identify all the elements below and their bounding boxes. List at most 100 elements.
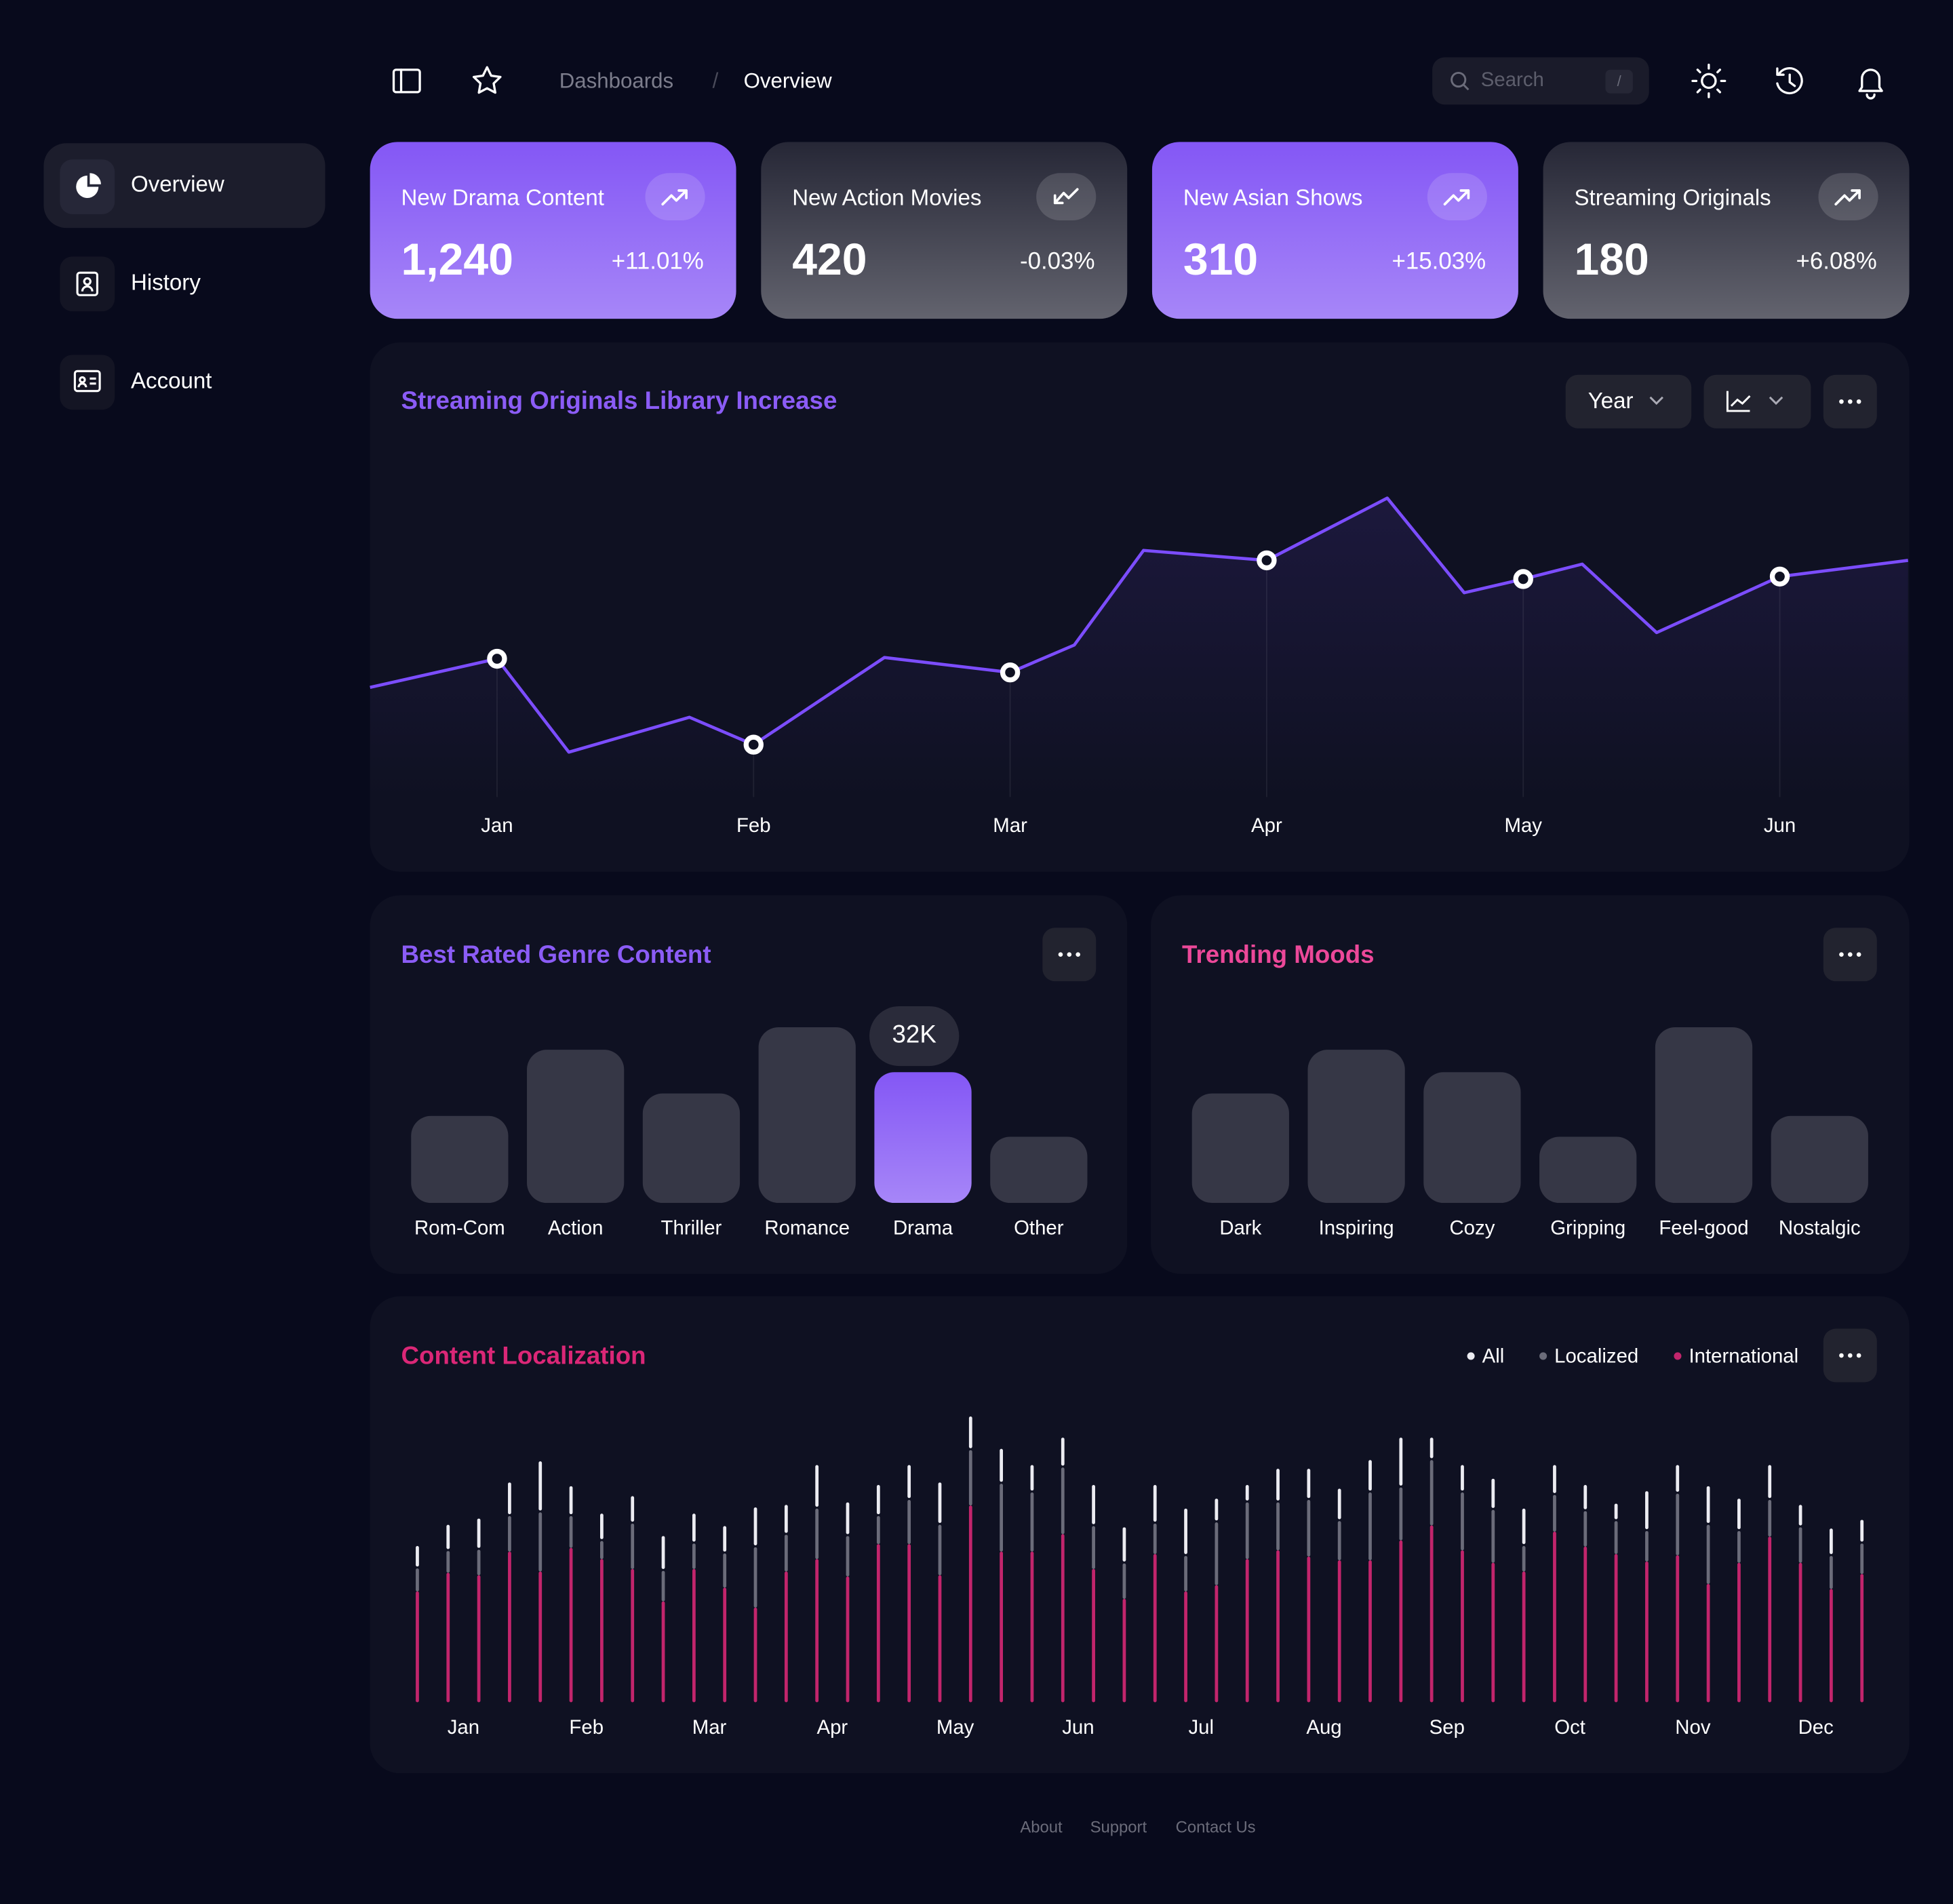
data-point <box>487 648 507 669</box>
bar-segment <box>1645 1561 1649 1703</box>
chart-type-dropdown[interactable] <box>1703 374 1811 429</box>
bar-segment <box>1245 1485 1249 1501</box>
bar-segment <box>876 1544 880 1703</box>
bar-segment <box>692 1513 696 1542</box>
bar-segment <box>538 1512 542 1572</box>
bar-segment <box>1399 1487 1403 1541</box>
trend-badge[interactable] <box>1818 173 1878 221</box>
bar <box>1655 1027 1753 1204</box>
sidebar-active-item[interactable] <box>43 143 326 229</box>
category-label: Gripping <box>1550 1216 1625 1239</box>
bar-segment <box>1122 1527 1126 1562</box>
bar-segment <box>1215 1585 1219 1703</box>
bar-segment <box>1491 1509 1495 1563</box>
bar-sheen <box>874 1072 972 1204</box>
bar-segment <box>1368 1560 1372 1703</box>
legend-swatch <box>1539 1352 1547 1360</box>
search-box[interactable]: Search / <box>1432 57 1649 105</box>
bar-segment <box>968 1416 972 1448</box>
bar-segment <box>1307 1556 1311 1703</box>
data-point <box>1769 566 1790 587</box>
bar-segment <box>938 1575 942 1703</box>
footer-link[interactable]: Contact Us <box>1176 1818 1256 1836</box>
bar-segment <box>600 1541 604 1560</box>
icon-box <box>60 355 115 410</box>
sidebar-item[interactable]: Account <box>131 369 212 394</box>
x-tick-label: Dec <box>1798 1716 1834 1739</box>
sidebar-item[interactable]: Overview <box>131 172 224 197</box>
stat-title: Streaming Originals <box>1575 186 1771 211</box>
trend-badge[interactable] <box>645 173 705 221</box>
notifications-button[interactable] <box>1858 68 1883 100</box>
bar-segment <box>477 1575 481 1703</box>
bar-segment <box>1399 1437 1403 1486</box>
trend-badge[interactable] <box>1427 173 1487 221</box>
x-tick-label: Nov <box>1675 1716 1711 1739</box>
bar-segment <box>1276 1550 1280 1703</box>
stat-card-sheen <box>1151 142 1518 319</box>
x-tick-label: Mar <box>993 814 1027 837</box>
bar-segment <box>661 1536 665 1569</box>
bar <box>990 1136 1088 1204</box>
bar-segment <box>600 1559 604 1703</box>
bar-segment <box>1061 1437 1065 1466</box>
stat-change: +15.03% <box>1392 248 1486 275</box>
bar-segment <box>1184 1508 1187 1554</box>
history-icon <box>76 271 98 296</box>
bar-segment <box>1522 1571 1526 1703</box>
category-label: Rom-Com <box>414 1216 505 1239</box>
overview-icon <box>90 173 101 184</box>
bar-segment <box>1153 1553 1157 1703</box>
stat-value: 420 <box>792 235 867 285</box>
bar <box>527 1050 625 1204</box>
bar-segment <box>1737 1499 1741 1530</box>
x-tick-label: Feb <box>569 1716 604 1739</box>
breadcrumb-link[interactable]: Dashboards <box>559 68 673 92</box>
bar-segment <box>723 1526 727 1552</box>
bar-segment <box>631 1496 635 1522</box>
theme-toggle[interactable] <box>1691 63 1727 98</box>
bar-segment <box>1184 1555 1187 1592</box>
bar-segment <box>876 1515 880 1545</box>
shortcut-key <box>1605 69 1633 94</box>
bar-segment <box>1368 1492 1372 1561</box>
bar-segment <box>1368 1460 1372 1491</box>
bar-segment <box>1092 1526 1095 1569</box>
more-dot <box>1847 399 1853 404</box>
bar-segment <box>477 1518 481 1548</box>
more-dot <box>1076 952 1080 957</box>
sidebar-toggle[interactable] <box>392 68 421 94</box>
bar <box>1423 1072 1521 1204</box>
bar-segment <box>1737 1530 1741 1563</box>
footer-link[interactable]: About <box>1020 1818 1063 1836</box>
history-button[interactable] <box>1776 67 1803 95</box>
bar-segment <box>846 1536 850 1577</box>
x-tick-label: Apr <box>1251 814 1282 837</box>
period-dropdown[interactable] <box>1565 374 1692 429</box>
account-icon <box>73 370 101 393</box>
search-field[interactable] <box>1432 57 1649 105</box>
bar-segment <box>631 1568 635 1703</box>
legend-label: Localized <box>1554 1345 1638 1368</box>
bar-segment <box>1000 1484 1004 1552</box>
stat-card-sheen <box>1543 142 1910 319</box>
bar-segment <box>1583 1511 1587 1547</box>
sidebar-item[interactable]: History <box>131 270 201 295</box>
bar-segment <box>1522 1546 1526 1572</box>
bar-segment <box>1276 1469 1280 1501</box>
bar-segment <box>1583 1485 1587 1509</box>
favorite-star[interactable] <box>472 66 502 94</box>
more-dot <box>1839 1353 1844 1358</box>
more-dot <box>1847 952 1853 957</box>
footer-link[interactable]: Support <box>1090 1818 1147 1836</box>
bar-segment <box>1092 1568 1095 1703</box>
x-tick-label: Apr <box>816 1716 848 1739</box>
bar-segment <box>1798 1505 1802 1526</box>
bar-segment <box>1798 1562 1802 1703</box>
bar-segment <box>508 1551 511 1703</box>
line-area <box>370 498 1908 797</box>
bar-segment <box>723 1587 727 1703</box>
bar-segment <box>815 1559 819 1703</box>
data-point <box>1257 550 1277 571</box>
search-icon <box>1463 83 1469 91</box>
